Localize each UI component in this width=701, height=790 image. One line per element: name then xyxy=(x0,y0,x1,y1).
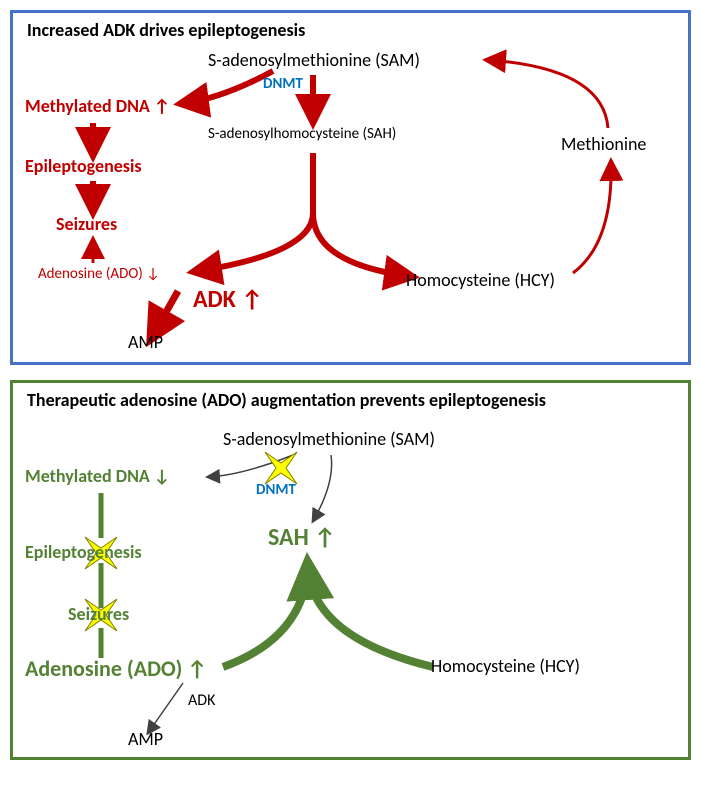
meth-dna-label-b: Methylated DNA ↓ xyxy=(25,465,170,487)
dnmt-label-b: DNMT xyxy=(256,481,296,499)
sam-label-b: S-adenosylmethionine (SAM) xyxy=(223,428,435,450)
bottom-title: Therapeutic adenosine (ADO) augmentation… xyxy=(19,385,554,415)
top-panel: Increased ADK drives epileptogenesis S- xyxy=(10,10,691,365)
sah-label: S-adenosylhomocysteine (SAH) xyxy=(208,125,396,143)
seizures-label-b: Seizures xyxy=(68,603,129,625)
sam-label: S-adenosylmethionine (SAM) xyxy=(208,49,420,71)
epilepto-label-b: Epileptogenesis xyxy=(25,541,142,563)
top-title: Increased ADK drives epileptogenesis xyxy=(19,15,313,45)
ado-label: Adenosine (ADO) ↓ xyxy=(38,265,160,283)
dnmt-label: DNMT xyxy=(263,75,303,93)
bottom-panel: Therapeutic adenosine (ADO) augmentation… xyxy=(10,380,691,760)
sah-label-b: SAH ↑ xyxy=(268,523,336,552)
ado-label-b: Adenosine (ADO) ↑ xyxy=(25,655,207,682)
seizures-label: Seizures xyxy=(56,213,117,235)
amp-label-b: AMP xyxy=(128,728,163,750)
meth-dna-label: Methylated DNA ↑ xyxy=(25,95,170,117)
adk-label-b: ADK xyxy=(188,691,215,710)
hcy-label-b: Homocysteine (HCY) xyxy=(431,655,580,677)
epilepto-label: Epileptogenesis xyxy=(25,155,142,177)
cross-icon xyxy=(265,452,297,484)
methionine-label: Methionine xyxy=(561,133,646,155)
amp-label: AMP xyxy=(128,331,163,353)
hcy-label: Homocysteine (HCY) xyxy=(406,269,555,291)
adk-label: ADK ↑ xyxy=(193,285,263,314)
